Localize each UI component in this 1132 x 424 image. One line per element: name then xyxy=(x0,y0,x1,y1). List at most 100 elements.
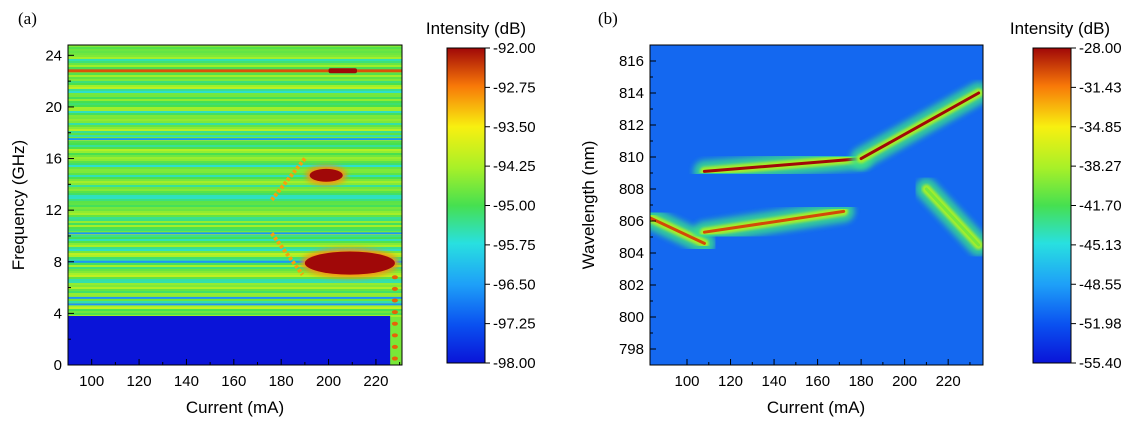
a-texture-stripe xyxy=(68,193,402,195)
a-texture-stripe xyxy=(68,201,402,203)
a-texture-stripe xyxy=(68,181,402,183)
a-texture-stripe xyxy=(68,291,402,293)
a-texture-stripe xyxy=(68,259,402,261)
a-texture-stripe xyxy=(68,243,402,245)
a-texture-stripe xyxy=(68,281,402,283)
a-feature-peak xyxy=(309,168,343,182)
a-texture-stripe xyxy=(68,115,402,117)
a-texture-stripe xyxy=(68,61,402,63)
a-texture-stripe xyxy=(68,235,402,237)
b-x-tick-label: 120 xyxy=(718,373,743,390)
a-texture-stripe xyxy=(68,293,402,295)
a-texture-stripe xyxy=(68,49,402,51)
a-colorbar-tick-label: -96.50 xyxy=(493,276,536,293)
y-axis-label-a: Frequency (GHz) xyxy=(9,140,28,270)
a-texture-stripe xyxy=(68,296,402,299)
a-texture-stripe xyxy=(68,167,402,169)
b-x-tick-label: 160 xyxy=(805,373,830,390)
a-texture-stripe xyxy=(68,255,402,257)
b-y-tick-label: 800 xyxy=(619,309,644,326)
b-y-tick-label: 804 xyxy=(619,245,644,262)
a-x-tick-label: 100 xyxy=(79,373,104,390)
a-texture-stripe xyxy=(68,273,402,275)
a-texture-stripe xyxy=(68,309,402,311)
a-texture-stripe xyxy=(68,313,402,315)
a-texture-stripe xyxy=(68,138,402,141)
a-texture-stripe xyxy=(68,303,402,306)
a-texture-stripe xyxy=(68,141,402,143)
a-texture-stripe xyxy=(68,257,402,259)
a-texture-stripe xyxy=(68,311,402,313)
a-texture-stripe xyxy=(68,67,402,69)
panel-label-a: (a) xyxy=(18,9,37,28)
a-texture-stripe xyxy=(68,197,402,199)
a-texture-stripe xyxy=(68,103,402,105)
a-texture-stripe xyxy=(68,285,402,287)
a-texture-stripe xyxy=(68,99,402,101)
a-texture-stripe xyxy=(68,133,402,135)
a-feature-line xyxy=(68,69,402,73)
a-texture-stripe xyxy=(68,299,402,301)
a-texture-stripe xyxy=(68,77,402,79)
a-x-tick-label: 220 xyxy=(363,373,388,390)
a-texture-stripe xyxy=(68,269,402,271)
a-y-tick-label: 12 xyxy=(45,202,62,219)
a-texture-stripe xyxy=(68,53,402,55)
a-texture-stripe xyxy=(68,232,402,235)
a-colorbar-tick-label: -98.00 xyxy=(493,355,536,372)
a-y-tick-label: 4 xyxy=(54,305,62,322)
b-x-tick-label: 100 xyxy=(674,373,699,390)
a-texture-stripe xyxy=(68,209,402,211)
a-y-tick-label: 8 xyxy=(54,254,62,271)
a-feature-branch xyxy=(270,157,307,202)
x-axis-label-a: Current (mA) xyxy=(186,398,284,417)
a-texture-stripe xyxy=(68,169,402,171)
a-texture-stripe xyxy=(68,263,402,265)
a-texture-stripe xyxy=(68,227,402,229)
a-y-tick-label: 0 xyxy=(54,357,62,374)
a-texture-stripe xyxy=(68,113,402,115)
a-texture-stripe xyxy=(68,279,402,281)
a-texture-stripe xyxy=(68,175,402,177)
a-colorbar-tick-label: -92.00 xyxy=(493,40,536,57)
b-y-tick-label: 808 xyxy=(619,181,644,198)
a-texture-stripe xyxy=(68,289,402,291)
b-colorbar-tick-label: -34.85 xyxy=(1079,119,1122,136)
a-feature-edge xyxy=(391,321,398,326)
a-x-tick-label: 180 xyxy=(269,373,294,390)
a-texture-stripe xyxy=(68,101,402,103)
a-texture-stripe xyxy=(68,267,402,269)
a-feature-peak xyxy=(304,251,395,275)
b-x-tick-label: 180 xyxy=(849,373,874,390)
a-feature-edge xyxy=(391,310,398,315)
a-texture-stripe xyxy=(68,105,402,107)
heatmap-a-image xyxy=(68,45,402,365)
a-texture-stripe xyxy=(68,295,402,297)
a-feature-edge xyxy=(391,333,398,338)
b-mode-line xyxy=(650,216,706,245)
a-texture-stripe xyxy=(68,245,402,247)
a-texture-stripe xyxy=(68,121,402,123)
a-texture-stripe xyxy=(68,253,402,255)
b-colorbar-tick-label: -38.27 xyxy=(1079,158,1122,175)
a-texture-stripe xyxy=(68,179,402,181)
a-colorbar-tick-label: -93.50 xyxy=(493,119,536,136)
a-texture-stripe xyxy=(68,251,402,253)
colorbar-title-a: Intensity (dB) xyxy=(426,19,526,38)
a-texture-stripe xyxy=(68,203,402,205)
a-texture-stripe xyxy=(68,189,402,191)
a-x-tick-label: 160 xyxy=(221,373,246,390)
b-colorbar-tick-label: -51.98 xyxy=(1079,316,1122,333)
a-texture-stripe xyxy=(68,183,402,185)
a-texture-stripe xyxy=(68,260,402,263)
a-texture-stripe xyxy=(68,217,402,219)
b-colorbar-tick-label: -31.43 xyxy=(1079,79,1122,96)
a-texture-stripe xyxy=(68,155,402,157)
b-y-tick-label: 814 xyxy=(619,85,644,102)
a-texture-stripe xyxy=(68,157,402,159)
a-texture-stripe xyxy=(68,229,402,231)
x-axis-label-b: Current (mA) xyxy=(767,398,865,417)
y-axis-label-b: Wavelength (nm) xyxy=(579,141,598,270)
b-colorbar-tick-label: -48.55 xyxy=(1079,276,1122,293)
